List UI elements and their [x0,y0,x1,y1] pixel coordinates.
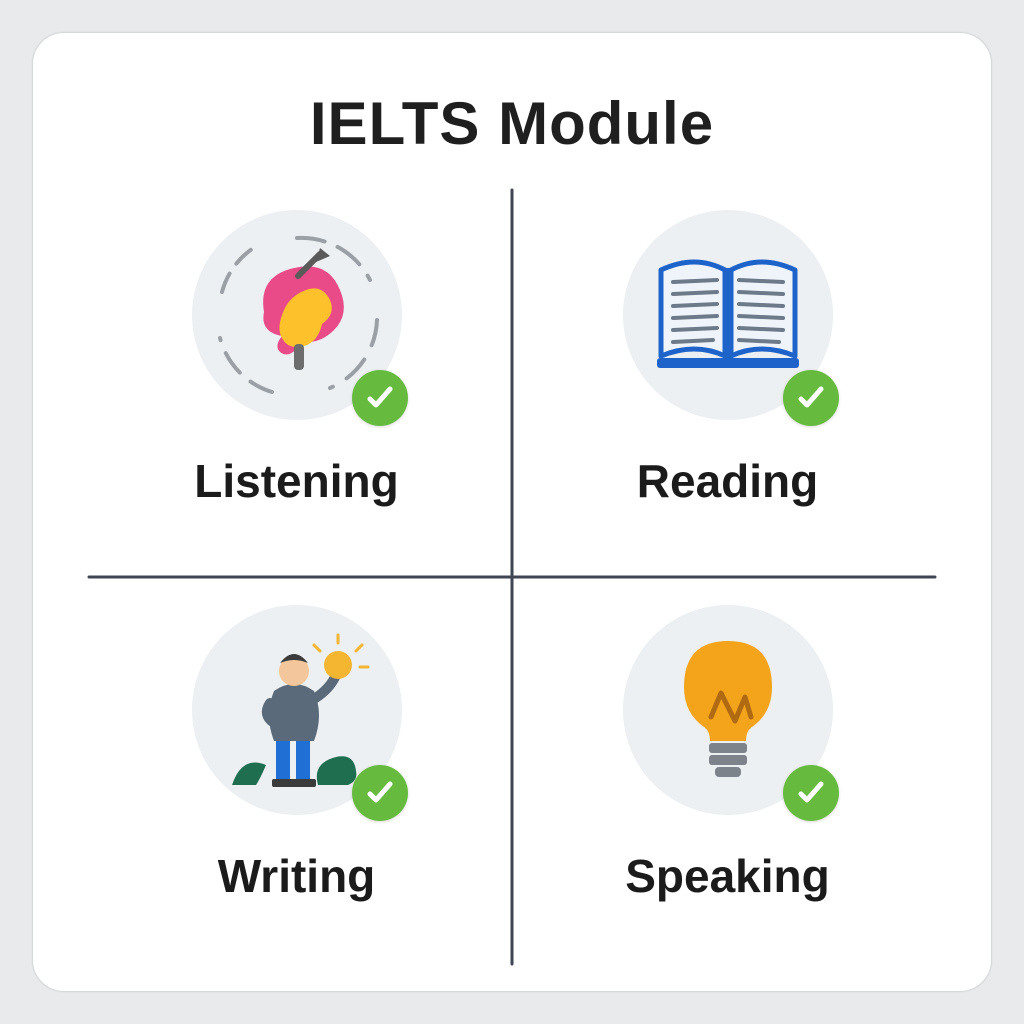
check-badge-icon [783,370,839,426]
reading-icon-wrap [623,210,833,420]
module-label: Writing [218,849,376,903]
writing-icon-wrap [192,605,402,815]
check-badge-icon [352,765,408,821]
lightbulb-icon [643,625,813,795]
module-reading: Reading [512,182,943,577]
open-book-icon [643,230,813,400]
speaking-icon-wrap [623,605,833,815]
module-speaking: Speaking [512,577,943,972]
card: IELTS Module [32,32,992,992]
check-badge-icon [352,370,408,426]
module-grid: Listening [81,182,943,972]
listening-icon-wrap [192,210,402,420]
module-label: Speaking [625,849,830,903]
check-badge-icon [783,765,839,821]
module-label: Listening [194,454,398,508]
page-title: IELTS Module [81,89,943,158]
module-label: Reading [637,454,818,508]
module-writing: Writing [81,577,512,972]
module-listening: Listening [81,182,512,577]
